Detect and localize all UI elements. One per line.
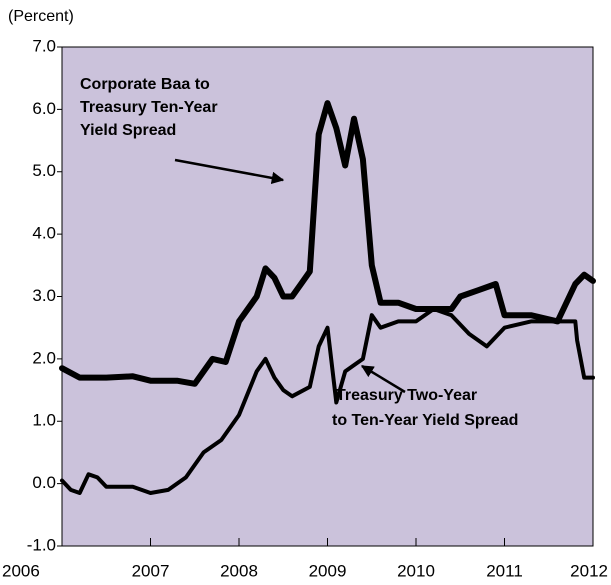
y-tick-label: 6.0	[32, 99, 56, 118]
arrow	[174, 158, 285, 185]
y-tick-label: -1.0	[27, 535, 56, 554]
annotation: Corporate Baa to	[80, 76, 210, 93]
x-tick-label: 2006	[2, 561, 40, 580]
x-tick-label: 2009	[309, 561, 347, 580]
x-tick-label: 2011	[486, 561, 523, 580]
annotation: to Ten-Year Yield Spread	[332, 412, 518, 429]
y-tick-label: 4.0	[32, 224, 56, 243]
y-tick-label: 1.0	[32, 411, 56, 430]
series-line	[59, 100, 596, 387]
plot-area	[61, 46, 594, 547]
y-tick-label: 0.0	[32, 473, 56, 492]
x-tick-label: 2012	[570, 561, 608, 580]
annotation: Treasury Ten-Year	[80, 99, 218, 116]
x-tick-label: 2007	[132, 561, 170, 580]
annotations: Corporate Baa to Treasury Ten-Year Yield…	[80, 76, 518, 429]
y-tick-label: 5.0	[32, 161, 56, 180]
x-tick-label: 2010	[397, 561, 435, 580]
x-tick-label: 2008	[220, 561, 258, 580]
y-tick-label: 3.0	[32, 286, 56, 305]
arrow	[360, 364, 406, 394]
annotation: Yield Spread	[80, 122, 176, 139]
annotation: Treasury Two-Year	[336, 387, 477, 404]
series-line	[60, 307, 595, 495]
y-tick-label: 2.0	[32, 348, 56, 367]
y-axis-label: (Percent)	[8, 8, 74, 25]
y-tick-label: 7.0	[32, 36, 56, 55]
